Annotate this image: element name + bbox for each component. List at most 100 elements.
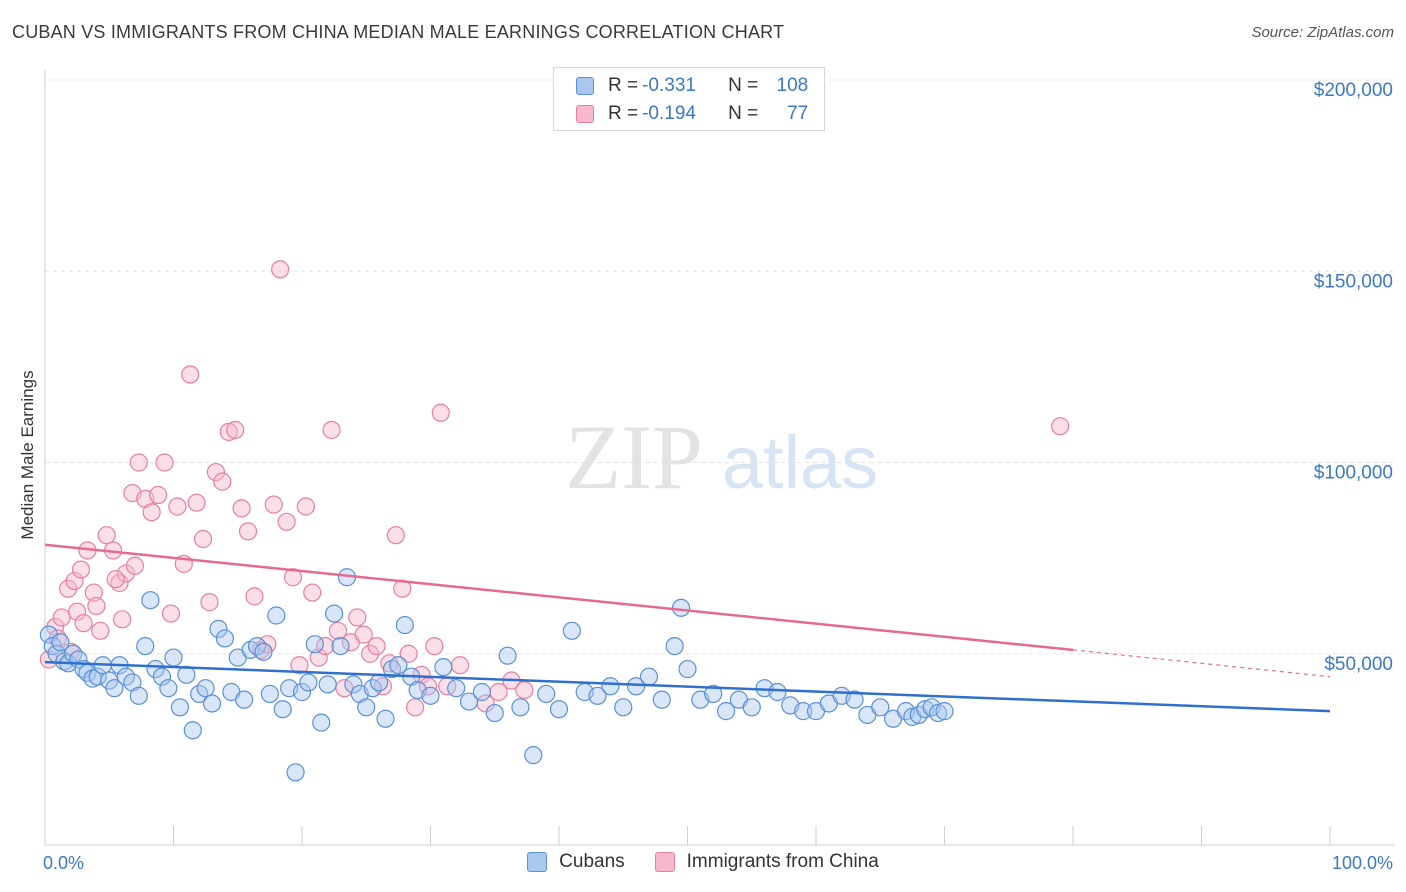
legend-label-china: Immigrants from China xyxy=(686,851,879,872)
y-axis-label: Median Male Earnings xyxy=(18,370,37,539)
cubans-point xyxy=(305,635,324,654)
china-point xyxy=(148,485,168,505)
china-point xyxy=(155,453,174,472)
cubans-point xyxy=(524,746,543,765)
x-tick-label: 100.0% xyxy=(1332,853,1393,873)
cubans-point xyxy=(601,677,620,696)
grid-lines xyxy=(45,79,1395,655)
legend-r-label: R = xyxy=(608,103,639,124)
china-point xyxy=(74,614,93,633)
china-point xyxy=(219,422,238,441)
series-china-points xyxy=(39,260,1070,717)
cubans-point xyxy=(434,658,453,677)
cubans-point xyxy=(105,679,124,698)
cubans-point xyxy=(376,709,395,728)
cubans-point xyxy=(325,604,344,623)
cubans-point xyxy=(170,698,190,717)
watermark: ZIP atlas xyxy=(565,406,878,508)
cubans-point xyxy=(511,698,530,717)
china-point xyxy=(322,420,341,440)
china-point xyxy=(431,403,450,422)
china-point xyxy=(193,529,213,549)
cubans-point xyxy=(639,667,659,686)
cubans-point xyxy=(292,682,312,702)
china-point xyxy=(1051,417,1070,436)
china-point xyxy=(97,526,116,545)
china-point xyxy=(52,608,71,627)
china-point xyxy=(213,472,232,491)
cubans-point xyxy=(164,648,183,667)
china-point xyxy=(112,610,132,629)
china-point xyxy=(425,636,444,656)
legend-n-label: N = xyxy=(728,75,759,96)
legend-r-value: -0.331 xyxy=(642,75,696,96)
china-point xyxy=(106,570,125,589)
cubans-point xyxy=(472,682,491,702)
cubans-point xyxy=(202,694,222,713)
stats-legend: R = -0.331 N = 108 R = -0.194 N = 77 xyxy=(553,67,825,131)
china-point xyxy=(367,636,386,656)
china-point xyxy=(386,526,405,545)
cubans-point xyxy=(286,763,305,782)
china-point xyxy=(348,608,367,627)
legend-swatch-china xyxy=(654,852,675,872)
cubans-point xyxy=(716,702,736,721)
cubans-point xyxy=(704,684,723,704)
cubans-point xyxy=(845,690,864,709)
china-point xyxy=(283,568,303,587)
series-legend: Cubans Immigrants from China xyxy=(0,851,1406,873)
china-point xyxy=(125,556,145,575)
china-point xyxy=(354,625,373,644)
china-point xyxy=(309,648,328,667)
cubans-point xyxy=(209,619,228,638)
cubans-point xyxy=(742,698,761,717)
cubans-point xyxy=(159,679,178,698)
cubans-point xyxy=(562,621,581,640)
legend-item-cubans[interactable]: Cubans xyxy=(527,851,625,873)
legend-label-cubans: Cubans xyxy=(559,851,625,872)
cubans-point xyxy=(136,636,155,656)
source-label: Source: ZipAtlas.com xyxy=(1251,24,1394,41)
cubans-point xyxy=(652,690,671,709)
cubans-point xyxy=(671,598,691,617)
cubans-point xyxy=(935,702,954,721)
china-point xyxy=(328,621,348,640)
cubans-point xyxy=(312,713,331,732)
cubans-point xyxy=(357,698,376,717)
cubans-point xyxy=(485,703,504,723)
cubans-point xyxy=(344,675,363,694)
cubans-point xyxy=(267,606,286,625)
china-point xyxy=(187,493,206,512)
china-point xyxy=(68,602,87,621)
cubans-point xyxy=(626,677,646,696)
y-tick-label: $50,000 xyxy=(1324,654,1393,675)
china-trend-extension xyxy=(1072,649,1331,678)
series-cubans-points xyxy=(39,568,954,782)
cubans-point xyxy=(254,642,273,661)
cubans-point xyxy=(51,633,70,652)
china-trend-line xyxy=(44,543,1074,652)
cubans-point xyxy=(196,679,215,698)
watermark-atlas: atlas xyxy=(722,421,878,504)
china-point xyxy=(238,522,258,541)
china-point xyxy=(303,583,322,602)
cubans-point xyxy=(421,686,440,705)
axes xyxy=(44,70,1395,846)
cubans-point xyxy=(678,659,697,679)
legend-r-value: -0.194 xyxy=(642,103,696,124)
trend-lines xyxy=(44,543,1331,713)
china-point xyxy=(264,495,283,514)
tick-labels: $50,000 $100,000 $150,000 $200,000 0.0% 100.0… xyxy=(43,80,1393,873)
cubans-point xyxy=(871,698,890,717)
china-point xyxy=(71,560,91,579)
cubans-point xyxy=(331,636,350,656)
legend-swatch-china xyxy=(576,105,594,123)
cubans-point xyxy=(389,656,408,675)
chart-title: CUBAN VS IMMIGRANTS FROM CHINA MEDIAN MA… xyxy=(12,22,785,42)
china-point xyxy=(277,512,296,531)
cubans-point xyxy=(537,684,556,704)
china-point xyxy=(161,604,181,623)
legend-item-china[interactable]: Immigrants from China xyxy=(654,851,879,873)
cubans-point xyxy=(129,686,148,705)
china-point xyxy=(84,583,103,602)
